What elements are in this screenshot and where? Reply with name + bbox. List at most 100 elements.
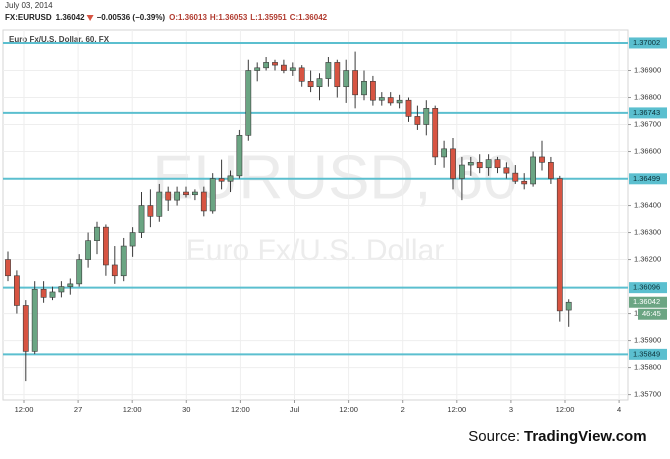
candle-body — [521, 180, 528, 185]
y-tick-label: 1.35900 — [634, 336, 661, 345]
candle-body — [485, 159, 492, 169]
candle-body — [183, 191, 189, 196]
x-tick-label: 12:00 — [556, 405, 575, 414]
candle-body — [369, 81, 376, 101]
plot-frame — [2, 29, 629, 401]
candle-body — [530, 156, 536, 185]
candle-body — [325, 62, 332, 79]
x-tick-label: 3 — [509, 405, 513, 414]
x-tick-label: 2 — [401, 405, 405, 414]
candle-body — [200, 191, 207, 212]
candle-body — [76, 259, 83, 285]
candle-body — [289, 67, 296, 71]
candle-body — [476, 162, 483, 169]
level-badge — [629, 282, 667, 294]
countdown-label: 46:45 — [642, 309, 661, 318]
header-field: 1.36042 — [56, 13, 85, 22]
candle-body — [378, 97, 385, 101]
date: July 03, 2014 — [5, 1, 53, 10]
candle-body — [387, 97, 394, 104]
level-badge — [629, 173, 667, 185]
candle-body — [441, 148, 447, 158]
candle-body — [432, 108, 439, 158]
down-arrow — [86, 15, 94, 21]
candle-body — [414, 116, 421, 125]
candle-body — [227, 175, 234, 182]
candle-body — [396, 99, 403, 104]
y-tick-label: 1.35700 — [634, 390, 661, 399]
level-badge — [629, 107, 667, 119]
candle-body — [263, 62, 269, 69]
candle-body — [556, 178, 563, 312]
candle-body — [218, 178, 225, 182]
candle-body — [405, 99, 412, 117]
level-label: 1.35849 — [633, 349, 660, 358]
x-tick-label: 27 — [74, 405, 82, 414]
level-badge — [629, 37, 667, 49]
candle-body — [67, 283, 74, 287]
candle-body — [423, 108, 430, 125]
y-tick-label: 1.36600 — [634, 147, 661, 156]
candle-body — [22, 305, 29, 352]
candle-body — [165, 191, 172, 201]
candle-body — [94, 226, 100, 241]
candle-body — [209, 178, 216, 212]
candle-body — [5, 259, 11, 277]
candle-body — [245, 70, 252, 136]
candle-body — [138, 205, 145, 233]
y-tick-label: 1.36400 — [634, 201, 661, 210]
y-tick-label: 1.36900 — [634, 65, 661, 74]
candle-body — [280, 64, 287, 71]
candle-body — [307, 81, 314, 88]
level-label: 1.36499 — [633, 174, 660, 183]
candle-body — [111, 264, 118, 277]
candle-body — [103, 226, 109, 266]
y-tick-label: 1.36800 — [634, 93, 661, 102]
candle-body — [31, 288, 38, 352]
y-tick-label: 1.36200 — [634, 255, 661, 264]
countdown-badge — [638, 308, 667, 320]
candle-body — [458, 164, 465, 179]
candle-body — [334, 62, 341, 88]
x-tick-label: 12:00 — [447, 405, 466, 414]
candle-body — [503, 167, 510, 174]
candle-body — [192, 191, 198, 196]
level-label: 1.36096 — [633, 283, 660, 292]
header-field: −0.00536 (−0.39%) — [97, 13, 166, 22]
candle-body — [352, 70, 358, 96]
candle-body — [316, 78, 323, 88]
x-tick-label: 12:00 — [339, 405, 358, 414]
candle-body — [236, 135, 243, 177]
x-tick-label: 12:00 — [15, 405, 34, 414]
candle-body — [494, 159, 501, 169]
level-label: 1.36743 — [633, 108, 660, 117]
level-label: 1.37002 — [633, 38, 660, 47]
legend-label: Euro Fx/U.S. Dollar, 60, FX — [9, 35, 110, 44]
candle-body — [361, 81, 367, 96]
price-label: 1.36042 — [633, 297, 660, 306]
candle-body — [129, 232, 136, 247]
candle-body — [174, 191, 180, 201]
y-tick-label: 1.35800 — [634, 363, 661, 372]
header-field: L:1.35951 — [250, 13, 287, 22]
candle-body — [120, 245, 127, 277]
source-prefix: Source: — [468, 428, 520, 445]
header-field: C:1.36042 — [290, 13, 328, 22]
candle-body — [254, 67, 261, 71]
header-field: H:1.36053 — [210, 13, 248, 22]
level-badge — [629, 348, 667, 360]
header-field: FX:EURUSD — [5, 13, 52, 22]
candle-body — [539, 156, 545, 163]
y-tick-label: 1.36300 — [634, 228, 661, 237]
watermark-sub: Euro Fx/U.S. Dollar — [186, 234, 444, 267]
candle-body — [547, 162, 554, 179]
candle-body — [85, 240, 91, 260]
x-tick-label: 12:00 — [123, 405, 142, 414]
candle-body — [565, 301, 572, 311]
candle-body — [343, 70, 350, 88]
header-field: O:1.36013 — [169, 13, 207, 22]
x-tick-label: 30 — [182, 405, 190, 414]
candle-body — [49, 291, 56, 298]
candle-body — [450, 148, 456, 179]
